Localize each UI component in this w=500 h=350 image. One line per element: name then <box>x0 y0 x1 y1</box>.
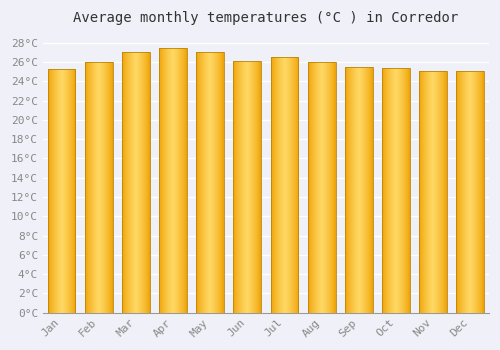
Bar <box>456 71 484 313</box>
Bar <box>85 62 112 313</box>
Bar <box>159 48 187 313</box>
Bar <box>308 62 336 313</box>
Bar <box>234 61 262 313</box>
Bar <box>345 67 373 313</box>
Title: Average monthly temperatures (°C ) in Corredor: Average monthly temperatures (°C ) in Co… <box>74 11 458 25</box>
Bar <box>122 52 150 313</box>
Bar <box>196 52 224 313</box>
Bar <box>382 68 410 313</box>
Bar <box>270 57 298 313</box>
Bar <box>48 69 76 313</box>
Bar <box>419 71 447 313</box>
